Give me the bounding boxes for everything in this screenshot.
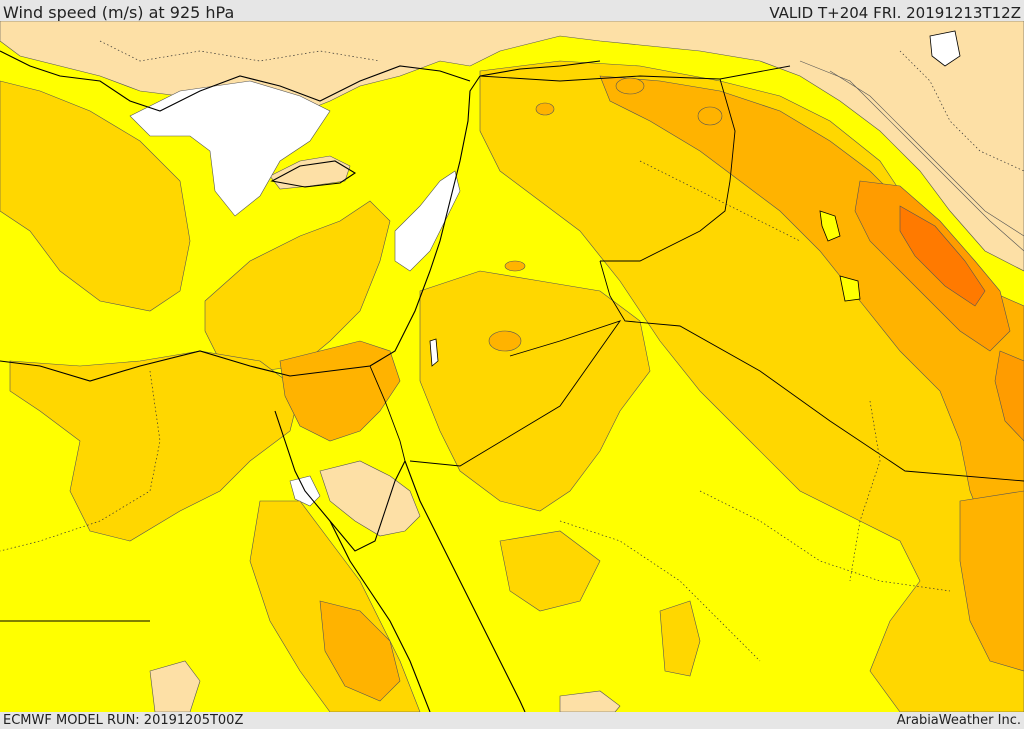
strong-wind-region-redsea	[319, 600, 401, 702]
country-borders	[0, 65, 1024, 622]
coastline-red-sea	[329, 520, 431, 712]
border-jordan-iraq	[599, 260, 1024, 482]
province-boundary-4	[899, 50, 1024, 172]
strong-wind-spot-1	[697, 106, 723, 126]
footer-bar: ECMWF MODEL RUN: 20191205T00Z ArabiaWeat…	[0, 712, 1024, 729]
lake-razzaza	[839, 275, 861, 302]
border-syria-turkey	[479, 65, 791, 82]
calm-region-coast	[394, 170, 461, 272]
moderate-wind-region-egypt	[9, 350, 301, 542]
strong-wind-spot-2	[615, 77, 645, 95]
coastline-red-sea-east	[404, 460, 526, 712]
light-wind-region-south	[559, 690, 621, 712]
model-run: ECMWF MODEL RUN: 20191205T00Z	[3, 713, 244, 728]
moderate-wind-region-levant	[419, 270, 651, 512]
dead-sea	[429, 338, 439, 367]
coastline-turkey-south	[479, 60, 601, 77]
moderate-wind-region-arabia	[499, 530, 601, 612]
very-strong-wind-region-east	[994, 350, 1024, 442]
light-wind-region-sinai	[319, 460, 421, 537]
lake-van	[929, 30, 961, 67]
light-wind-region-cyprus	[269, 155, 351, 190]
coastline-turkey-west	[0, 50, 471, 112]
border-israel-egypt	[369, 365, 406, 462]
credit-text: ArabiaWeather Inc.	[896, 713, 1021, 728]
province-boundary-5	[639, 160, 801, 242]
lake-tharthar	[819, 210, 841, 242]
strong-wind-spot-4	[504, 260, 526, 272]
province-boundary-6	[99, 40, 381, 62]
border-jordan-saudi	[409, 320, 622, 467]
wind-speed-map	[0, 21, 1024, 712]
extreme-wind-region	[899, 205, 986, 307]
coastlines	[0, 50, 601, 712]
moderate-wind-region-west	[0, 80, 191, 312]
strong-wind-spot-5	[535, 102, 555, 116]
strong-wind-spot-3	[488, 330, 522, 352]
header-bar: Wind speed (m/s) at 925 hPa VALID T+204 …	[0, 0, 1024, 22]
coastline-mediterranean-south	[0, 75, 481, 382]
contour-line-east	[799, 60, 1024, 252]
contour-line-east-2	[829, 70, 1024, 237]
province-boundary-2	[699, 490, 951, 592]
coastline-cyprus	[270, 160, 357, 188]
moderate-wind-region-south-center	[659, 600, 701, 677]
province-boundaries	[0, 40, 1024, 662]
map-title: Wind speed (m/s) at 925 hPa	[3, 3, 235, 22]
strong-wind-region-east-coast	[959, 490, 1024, 672]
border-syria-iraq	[600, 78, 736, 262]
valid-time: VALID T+204 FRI. 20191213T12Z	[769, 4, 1021, 22]
calm-region-north	[129, 80, 331, 217]
light-wind-region-southwest	[149, 660, 201, 712]
province-boundary-7	[849, 400, 881, 582]
coastline-gulf-of-suez	[274, 410, 406, 552]
